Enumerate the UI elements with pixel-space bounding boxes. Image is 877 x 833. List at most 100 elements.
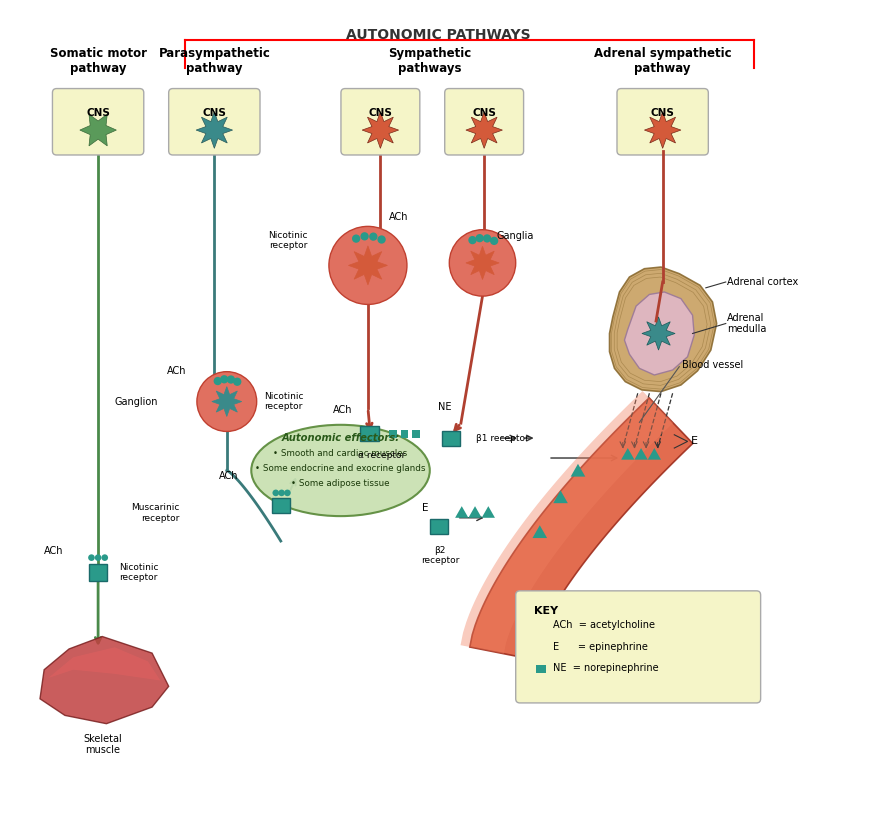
Text: ACh: ACh [218, 471, 239, 481]
Text: ACh: ACh [332, 405, 353, 415]
Circle shape [468, 236, 476, 244]
Polygon shape [468, 506, 481, 518]
Text: Adrenal cortex: Adrenal cortex [727, 277, 799, 287]
Bar [272, 498, 290, 513]
Text: CNS: CNS [203, 107, 226, 117]
Text: CNS: CNS [368, 107, 392, 117]
Text: • Smooth and cardiac muscles: • Smooth and cardiac muscles [274, 449, 408, 458]
Circle shape [483, 234, 491, 242]
Text: ACh  = acetylcholine: ACh = acetylcholine [553, 620, 655, 630]
Text: Nicotinic
receptor: Nicotinic receptor [264, 392, 303, 412]
Bar [537, 665, 546, 673]
Bar [389, 430, 396, 437]
Bar [431, 520, 448, 535]
Circle shape [536, 619, 547, 631]
Polygon shape [634, 448, 648, 460]
Circle shape [475, 234, 484, 242]
Circle shape [284, 490, 290, 496]
FancyBboxPatch shape [53, 88, 144, 155]
Bar [442, 431, 460, 446]
Polygon shape [362, 112, 399, 148]
Polygon shape [470, 398, 693, 659]
Circle shape [233, 377, 241, 386]
Polygon shape [466, 247, 499, 280]
Text: AUTONOMIC PATHWAYS: AUTONOMIC PATHWAYS [346, 28, 531, 42]
Text: Muscarinic
receptor: Muscarinic receptor [131, 503, 180, 522]
Text: • Some endocrine and exocrine glands: • Some endocrine and exocrine glands [255, 464, 426, 473]
Polygon shape [610, 267, 717, 392]
Circle shape [227, 376, 235, 384]
Polygon shape [460, 391, 674, 654]
Polygon shape [621, 448, 634, 460]
Text: Sympathetic
pathways: Sympathetic pathways [389, 47, 472, 75]
Text: β2
receptor: β2 receptor [421, 546, 460, 566]
Bar [412, 430, 420, 437]
Circle shape [197, 372, 257, 431]
Text: Skeletal
muscle: Skeletal muscle [83, 734, 122, 756]
FancyBboxPatch shape [445, 88, 524, 155]
Circle shape [449, 230, 516, 296]
FancyBboxPatch shape [168, 88, 260, 155]
Circle shape [278, 490, 285, 496]
Text: Ganglia: Ganglia [496, 231, 534, 241]
Polygon shape [212, 387, 242, 416]
Text: Autonomic effectors:: Autonomic effectors: [282, 433, 400, 443]
Polygon shape [532, 526, 547, 538]
Ellipse shape [252, 425, 430, 516]
Polygon shape [535, 637, 548, 649]
FancyBboxPatch shape [516, 591, 760, 703]
Polygon shape [40, 636, 168, 724]
Text: E: E [691, 436, 698, 446]
Text: ACh: ACh [389, 212, 409, 222]
Bar [401, 430, 408, 437]
Text: Adrenal sympathetic
pathway: Adrenal sympathetic pathway [594, 47, 731, 75]
Circle shape [377, 236, 386, 244]
Polygon shape [348, 246, 388, 285]
FancyBboxPatch shape [617, 88, 709, 155]
Circle shape [273, 490, 279, 496]
Text: CNS: CNS [472, 107, 496, 117]
Text: NE  = norepinephrine: NE = norepinephrine [553, 663, 659, 673]
Bar [89, 564, 107, 581]
Text: ACh: ACh [168, 366, 187, 376]
Text: ACh: ACh [44, 546, 64, 556]
Text: β1 receptor: β1 receptor [476, 434, 529, 442]
Circle shape [352, 234, 360, 242]
Circle shape [369, 232, 377, 241]
Polygon shape [553, 491, 567, 503]
Polygon shape [645, 112, 681, 148]
Text: Nicotinic
receptor: Nicotinic receptor [267, 231, 307, 250]
Bar [360, 426, 379, 441]
Text: Nicotinic
receptor: Nicotinic receptor [119, 563, 159, 582]
Text: Parasympathetic
pathway: Parasympathetic pathway [159, 47, 270, 75]
Circle shape [360, 232, 368, 241]
Polygon shape [642, 317, 675, 350]
Text: Somatic motor
pathway: Somatic motor pathway [50, 47, 146, 75]
Polygon shape [571, 464, 585, 476]
Text: Ganglion: Ganglion [114, 397, 158, 407]
FancyBboxPatch shape [341, 88, 420, 155]
Polygon shape [648, 448, 661, 460]
Circle shape [89, 554, 95, 561]
Text: Adrenal
medulla: Adrenal medulla [727, 312, 766, 334]
Text: • Some adipose tissue: • Some adipose tissue [291, 479, 389, 488]
Text: NE: NE [438, 402, 452, 412]
Polygon shape [481, 506, 495, 518]
Text: α receptor: α receptor [359, 451, 406, 461]
Text: Blood vessel: Blood vessel [681, 360, 743, 370]
Circle shape [214, 377, 222, 385]
Polygon shape [48, 647, 160, 681]
Polygon shape [196, 112, 232, 148]
Circle shape [329, 227, 407, 304]
Text: CNS: CNS [86, 107, 110, 117]
Text: CNS: CNS [651, 107, 674, 117]
Polygon shape [624, 292, 695, 375]
Circle shape [102, 554, 108, 561]
Text: KEY: KEY [534, 606, 558, 616]
Polygon shape [466, 112, 503, 148]
Polygon shape [455, 506, 468, 518]
Text: E      = epinephrine: E = epinephrine [553, 642, 648, 652]
Circle shape [220, 375, 228, 383]
Text: E: E [422, 503, 429, 513]
Polygon shape [80, 114, 117, 146]
